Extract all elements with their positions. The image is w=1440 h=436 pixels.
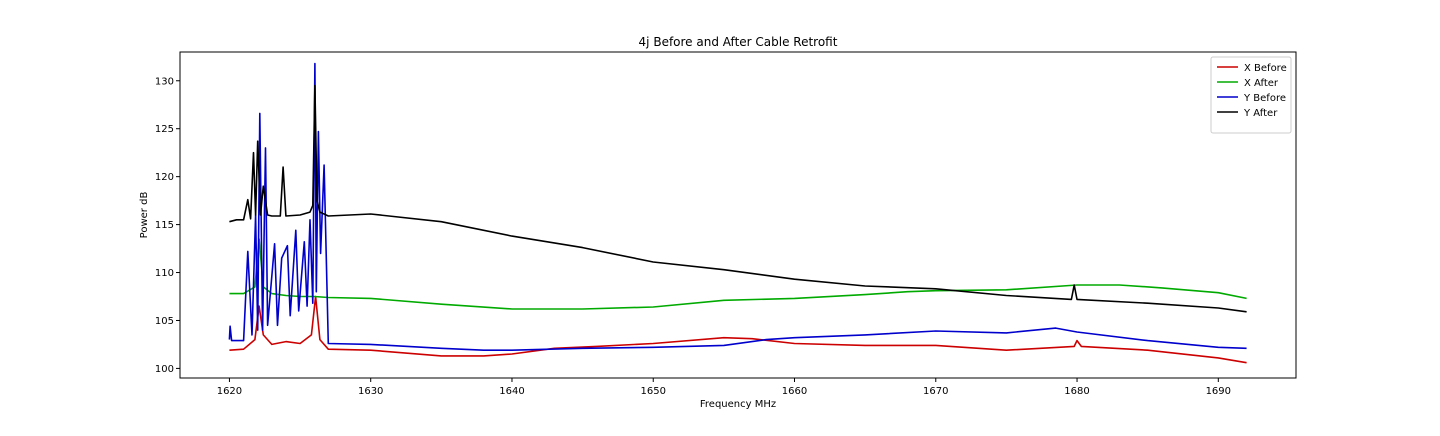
x-tick-label: 1620 [217, 386, 242, 397]
x-tick-label: 1650 [641, 386, 666, 397]
legend: X Before X After Y Before Y After [1210, 56, 1292, 134]
series-line-x-before [229, 295, 1247, 364]
x-axis-ticks: 1620 1630 1640 1650 1660 1670 1680 1690 [217, 378, 1231, 397]
x-tick-label: 1690 [1206, 386, 1231, 397]
y-tick-label: 115 [155, 220, 174, 231]
plot-area-frame [179, 51, 1297, 379]
x-tick-label: 1630 [358, 386, 383, 397]
x-tick-label: 1640 [499, 386, 524, 397]
x-tick-label: 1680 [1064, 386, 1089, 397]
y-axis-ticks: 100 105 110 115 120 125 130 [155, 76, 180, 375]
x-axis-label: Frequency MHz [700, 399, 776, 410]
x-tick-label: 1660 [782, 386, 807, 397]
legend-label: X After [1244, 78, 1279, 89]
y-tick-label: 100 [155, 364, 174, 375]
y-tick-label: 120 [155, 172, 174, 183]
chart-title: 4j Before and After Cable Retrofit [639, 35, 838, 49]
legend-label: Y Before [1243, 93, 1286, 104]
y-tick-label: 105 [155, 316, 174, 327]
legend-box [1210, 56, 1292, 134]
y-tick-label: 130 [155, 76, 174, 87]
legend-label: Y After [1243, 108, 1278, 119]
legend-label: X Before [1244, 63, 1287, 74]
y-tick-label: 125 [155, 124, 174, 135]
series-layer [228, 62, 1247, 364]
x-tick-label: 1670 [923, 386, 948, 397]
y-axis-label: Power dB [139, 192, 150, 239]
series-line-x-after [229, 238, 1247, 310]
y-tick-label: 110 [155, 268, 174, 279]
series-line-y-after [229, 84, 1247, 313]
